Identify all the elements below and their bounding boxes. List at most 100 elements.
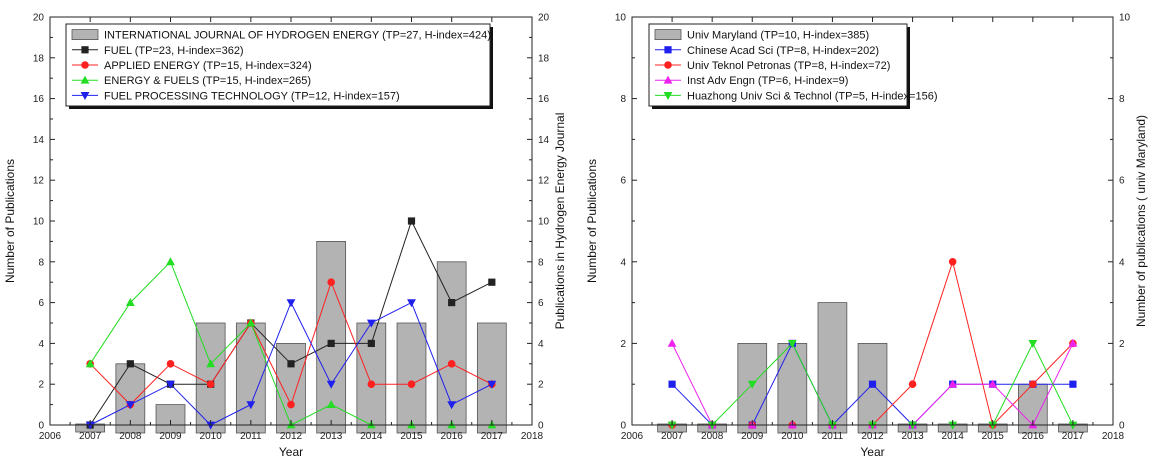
y2-tick-label: 0 xyxy=(538,421,544,432)
data-point xyxy=(327,278,335,287)
data-point xyxy=(948,258,957,266)
y2-tick-label: 6 xyxy=(1119,176,1125,187)
x-tick-label: 2008 xyxy=(119,431,142,442)
legend-label: FUEL (TP=23, H-index=362) xyxy=(104,45,244,57)
x-axis-title: Year xyxy=(279,445,303,459)
chart-left-journals: 2006 2007 2008 2009 2010 2011 2012 2013 2014 2015… xyxy=(3,13,567,460)
y-tick-label: 2 xyxy=(620,339,626,350)
data-point xyxy=(747,380,757,389)
data-point xyxy=(327,339,335,347)
data-point xyxy=(868,421,877,430)
legend-swatch-marker xyxy=(663,92,673,100)
data-point xyxy=(707,421,717,430)
x-tick-label: 2011 xyxy=(822,431,844,442)
data-point xyxy=(988,421,998,430)
legend-swatch-bar xyxy=(654,29,682,41)
legend-swatch-marker xyxy=(663,75,673,84)
y-tick-label: 8 xyxy=(38,257,44,268)
data-point xyxy=(206,421,216,430)
legend-label: Huazhong Univ Sci & Technol (TP=5, H-ind… xyxy=(687,90,938,102)
data-point xyxy=(286,299,296,308)
data-point xyxy=(326,400,336,408)
data-point xyxy=(948,379,958,388)
y-tick-label: 6 xyxy=(38,298,44,309)
x-axis-title: Year xyxy=(860,445,884,459)
bar xyxy=(195,322,226,434)
y-axis-title: Number of Publications xyxy=(585,159,599,283)
y2-tick-label: 18 xyxy=(538,53,550,64)
legend-box xyxy=(648,23,908,107)
x-tick-label: 2016 xyxy=(1022,431,1045,442)
data-point xyxy=(367,380,376,389)
y2-tick-label: 8 xyxy=(538,257,544,268)
data-point xyxy=(488,278,496,286)
y-tick-label: 0 xyxy=(38,421,44,432)
bar xyxy=(155,404,186,434)
y2-tick-label: 4 xyxy=(538,339,544,350)
chart-right-institutions: 2006 2007 2008 2009 2010 2011 2012 2013 2014 2015… xyxy=(585,13,1148,460)
data-point xyxy=(366,319,376,328)
x-tick-label: 2017 xyxy=(481,431,504,442)
data-point xyxy=(1068,421,1078,430)
data-point xyxy=(668,380,676,388)
x-tick-label: 2011 xyxy=(240,431,262,442)
x-tick-label: 2018 xyxy=(521,431,544,442)
bar xyxy=(356,322,387,434)
line-series xyxy=(85,299,497,430)
data-point xyxy=(908,380,917,389)
y2-tick-label: 0 xyxy=(1119,421,1125,432)
bar xyxy=(777,342,808,434)
legend-label: ENERGY & FUELS (TP=15, H-index=265) xyxy=(104,75,311,87)
x-tick-label: 2007 xyxy=(79,431,102,442)
data-point xyxy=(448,299,456,307)
data-point xyxy=(326,380,336,389)
data-point xyxy=(1068,338,1078,347)
y-axis-title: Number of Publications xyxy=(3,159,17,283)
legend-box xyxy=(65,23,491,107)
data-point xyxy=(948,421,958,430)
data-point xyxy=(447,401,457,410)
legend-swatch-marker xyxy=(80,92,90,100)
bar xyxy=(396,322,427,434)
x-tick-label: 2010 xyxy=(200,431,223,442)
y-tick-label: 20 xyxy=(33,13,45,24)
data-point xyxy=(447,360,456,368)
x-tick-label: 2012 xyxy=(861,431,884,442)
x-tick-label: 2014 xyxy=(360,431,383,442)
y-tick-label: 12 xyxy=(33,176,45,187)
data-point xyxy=(667,338,677,347)
bar xyxy=(235,322,266,434)
data-point xyxy=(287,360,295,368)
y-tick-label: 16 xyxy=(33,94,45,105)
y-tick-label: 4 xyxy=(38,339,44,350)
data-point xyxy=(166,257,175,266)
data-point xyxy=(908,421,917,430)
x-tick-label: 2010 xyxy=(781,431,804,442)
data-point xyxy=(166,360,175,368)
data-point xyxy=(246,401,256,410)
legend: Univ Maryland (TP=10, H-index=385) Chines… xyxy=(648,23,938,109)
data-point xyxy=(787,340,797,348)
bar xyxy=(476,322,507,434)
y-tick-label: 6 xyxy=(620,176,626,187)
y2-tick-label: 20 xyxy=(538,13,550,24)
legend-label: Univ Teknol Petronas (TP=8, H-index=72) xyxy=(687,60,890,72)
data-point xyxy=(487,380,497,389)
y2-tick-label: 2 xyxy=(538,380,544,391)
legend: INTERNATIONAL JOURNAL OF HYDROGEN ENERGY… xyxy=(65,23,493,109)
data-point xyxy=(407,299,416,308)
data-point xyxy=(287,400,295,409)
x-tick-label: 2006 xyxy=(621,431,644,442)
legend-label: Univ Maryland (TP=10, H-index=385) xyxy=(687,30,869,42)
bar xyxy=(817,302,848,434)
data-point xyxy=(1069,380,1077,388)
data-point xyxy=(1028,340,1038,348)
data-point xyxy=(206,359,216,368)
bar-series xyxy=(657,302,1088,434)
data-point xyxy=(407,380,416,389)
legend-label: Chinese Acad Sci (TP=8, H-index=202) xyxy=(687,45,879,57)
y2-tick-label: 16 xyxy=(538,94,550,105)
data-point xyxy=(125,401,135,410)
legend-label: Inst Adv Engn (TP=6, H-index=9) xyxy=(687,75,848,87)
